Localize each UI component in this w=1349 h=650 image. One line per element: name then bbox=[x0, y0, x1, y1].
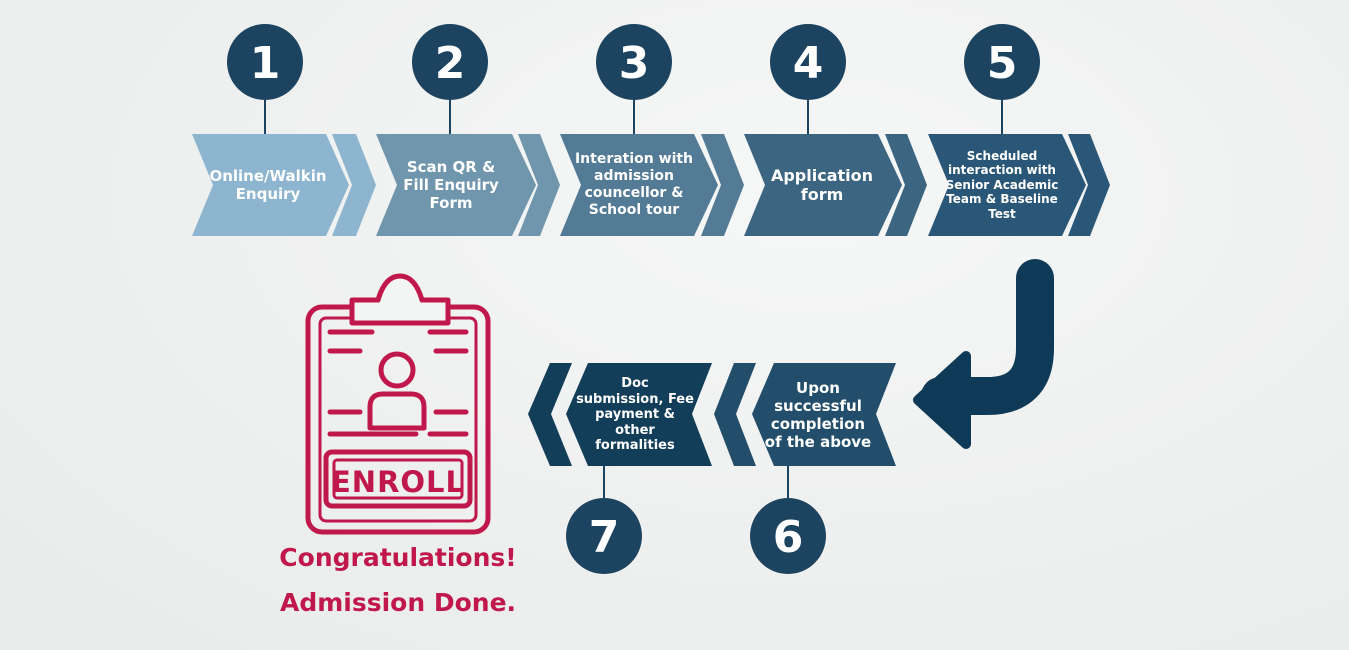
clipboard-enroll-icon bbox=[305, 273, 491, 535]
step-7-number: 7 bbox=[589, 512, 620, 563]
admission-done-text: Admission Done. bbox=[279, 588, 517, 617]
step-4-number: 4 bbox=[793, 38, 824, 89]
step-3-badge: 3 bbox=[596, 24, 672, 100]
enroll-label: ENROLL bbox=[331, 465, 465, 499]
step-1-circle bbox=[227, 24, 303, 100]
step-4-badge: 4 bbox=[770, 24, 846, 100]
step-2-chevron bbox=[376, 134, 536, 236]
step-6-number: 6 bbox=[773, 512, 804, 563]
step-4-circle bbox=[770, 24, 846, 100]
step-4-small-chevron bbox=[885, 134, 927, 236]
step-5-number: 5 bbox=[987, 38, 1018, 89]
step-4-label: Application form bbox=[770, 165, 874, 204]
step-1-small-chevron bbox=[332, 134, 376, 236]
step-6-small-chevron bbox=[714, 363, 756, 466]
step-3-label: Interation with admission councellor & S… bbox=[574, 151, 694, 218]
step-5-small-chevron bbox=[1068, 134, 1110, 236]
step-1-label: Online/Walkin Enquiry bbox=[209, 167, 327, 203]
step-6-circle bbox=[750, 498, 826, 574]
step-1-number: 1 bbox=[250, 38, 281, 89]
step-7-badge: 7 bbox=[566, 498, 642, 574]
step-6-chevron bbox=[752, 363, 896, 466]
step-5-chevron bbox=[928, 134, 1086, 236]
step-6-label: Upon successful completion of the above bbox=[764, 379, 872, 451]
turn-arrow-icon bbox=[913, 259, 1054, 449]
step-1-chevron bbox=[192, 134, 349, 236]
step-7-small-chevron bbox=[528, 363, 572, 466]
step-2-circle bbox=[412, 24, 488, 100]
step-5-badge: 5 bbox=[964, 24, 1040, 100]
step-2-small-chevron bbox=[518, 134, 560, 236]
step-5-label: Scheduled interaction with Senior Academ… bbox=[945, 149, 1059, 221]
step-7-chevron bbox=[566, 363, 712, 466]
step-1-badge: 1 bbox=[227, 24, 303, 100]
congratulations-text: Congratulations! bbox=[279, 543, 517, 572]
step-7-label: Doc submission, Fee payment & other form… bbox=[576, 376, 694, 454]
step-2-number: 2 bbox=[435, 38, 466, 89]
step-3-chevron bbox=[560, 134, 718, 236]
step-3-number: 3 bbox=[619, 38, 650, 89]
step-7-circle bbox=[566, 498, 642, 574]
step-3-small-chevron bbox=[701, 134, 744, 236]
step-5-circle bbox=[964, 24, 1040, 100]
step-3-circle bbox=[596, 24, 672, 100]
step-4-chevron bbox=[744, 134, 902, 236]
step-2-label: Scan QR & Fill Enquiry Form bbox=[403, 158, 499, 212]
step-6-badge: 6 bbox=[750, 498, 826, 574]
step-2-badge: 2 bbox=[412, 24, 488, 100]
